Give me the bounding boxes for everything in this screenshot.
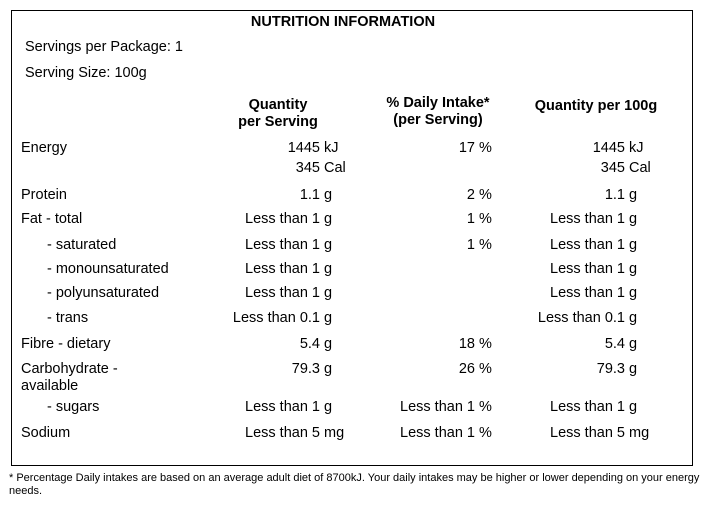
daily-intake-unit: % — [479, 399, 492, 415]
daily-intake-value: 18 — [458, 336, 475, 352]
quantity-per-serving-unit: g — [324, 187, 333, 203]
nutrient-label: - monounsaturated — [47, 261, 169, 277]
quantity-per-serving-unit: kJ — [324, 140, 339, 156]
quantity-per-serving: Less than 0.1 — [232, 310, 320, 326]
daily-intake-value: Less than 1 — [400, 425, 475, 441]
nutrient-label: Carbohydrate - available — [21, 361, 118, 394]
nutrient-row: Protein 1.1 g 2% 1.1 g — [12, 187, 692, 227]
quantity-per-serving: 1.1 — [299, 187, 320, 203]
quantity-per-serving: 5.4 — [299, 336, 320, 352]
quantity-per-100g: Less than 1 — [550, 211, 625, 227]
quantity-per-serving-unit: mg — [324, 425, 345, 441]
nutrient-label: - trans — [47, 310, 89, 326]
quantity-per-100g: Less than 1 — [550, 237, 625, 253]
quantity-per-100g: 5.4 — [604, 336, 625, 352]
quantity-per-100g-unit: g — [629, 310, 638, 326]
quantity-per-100g-unit: mg — [629, 425, 650, 441]
nutrient-label: - saturated — [47, 237, 117, 253]
quantity-per-100g-unit: g — [629, 237, 638, 253]
daily-intake-value: Less than 1 — [400, 399, 475, 415]
quantity-per-serving-unit: g — [324, 336, 333, 352]
daily-intake-unit: % — [479, 425, 492, 441]
nutrient-label: Fat - total — [21, 211, 83, 227]
quantity-per-100g: Less than 1 — [550, 285, 625, 301]
header-quantity-per-100g: Quantity per 100g — [534, 98, 658, 114]
quantity-per-100g-unit: g — [629, 187, 638, 203]
panel-title: NUTRITION INFORMATION — [250, 14, 436, 30]
daily-intake-value: 1 — [466, 211, 475, 227]
daily-intake-unit: % — [479, 361, 492, 377]
daily-intake-unit: % — [479, 140, 492, 156]
quantity-per-100g-unit: g — [629, 285, 638, 301]
nutrient-label: Fibre - dietary — [21, 336, 111, 352]
quantity-per-serving: 1445 — [287, 140, 320, 156]
quantity-per-100g: Less than 0.1 — [537, 310, 625, 326]
quantity-per-100g-unit: g — [629, 211, 638, 227]
quantity-per-100g: Less than 1 — [550, 261, 625, 277]
nutrient-row: Energy 1445 kJ 345 Cal 17% 1445 kJ 345 Cal — [12, 140, 692, 180]
daily-intake-unit: % — [479, 187, 492, 203]
nutrient-label: Sodium — [21, 425, 71, 441]
nutrient-row: Fibre - dietary 5.4 g 18% 5.4 g — [12, 336, 692, 376]
quantity-per-100g-alt-unit: Cal — [629, 160, 651, 176]
quantity-per-serving-unit: g — [324, 261, 333, 277]
quantity-per-serving-alt-unit: Cal — [324, 160, 346, 176]
daily-intake-value: 1 — [466, 237, 475, 253]
nutrient-label: Protein — [21, 187, 67, 203]
daily-intake-value: 26 — [458, 361, 475, 377]
servings-per-package: Servings per Package: 1 — [25, 39, 183, 55]
quantity-per-100g: Less than 1 — [550, 399, 625, 415]
daily-intake-value: 2 — [466, 187, 475, 203]
quantity-per-serving-unit: g — [324, 361, 333, 377]
quantity-per-100g: 1445 — [592, 140, 625, 156]
daily-intake-unit: % — [479, 211, 492, 227]
footnote: * Percentage Daily intakes are based on … — [9, 472, 700, 497]
quantity-per-100g-unit: g — [629, 261, 638, 277]
nutrient-row: Carbohydrate - available 79.3 g 26% 79.3 g — [12, 361, 692, 401]
daily-intake-value: 17 — [458, 140, 475, 156]
nutrient-label: - sugars — [47, 399, 100, 415]
quantity-per-serving: Less than 1 — [245, 261, 320, 277]
quantity-per-100g-alt: 345 — [600, 160, 625, 176]
quantity-per-100g: 1.1 — [604, 187, 625, 203]
nutrition-panel: NUTRITION INFORMATION Servings per Packa… — [11, 10, 693, 466]
quantity-per-100g-unit: g — [629, 336, 638, 352]
daily-intake-unit: % — [479, 237, 492, 253]
quantity-per-100g-unit: g — [629, 361, 638, 377]
quantity-per-100g-unit: g — [629, 399, 638, 415]
nutrient-row: - monounsaturated Less than 1 g Less than 1… — [12, 261, 692, 301]
header-daily-intake: % Daily Intake* (per Serving) — [386, 95, 490, 128]
quantity-per-serving: Less than 1 — [245, 399, 320, 415]
quantity-per-100g: Less than 5 — [550, 425, 625, 441]
nutrient-row: Sodium Less than 5 mg Less than 1% Less than… — [12, 425, 692, 465]
quantity-per-serving: Less than 5 — [245, 425, 320, 441]
nutrient-row: - trans Less than 0.1 g Less than 0.1 g — [12, 310, 692, 350]
daily-intake-unit: % — [479, 336, 492, 352]
quantity-per-serving-unit: g — [324, 237, 333, 253]
quantity-per-serving: 79.3 — [291, 361, 320, 377]
quantity-per-100g-unit: kJ — [629, 140, 644, 156]
quantity-per-serving-unit: g — [324, 310, 333, 326]
nutrient-row: - polyunsaturated Less than 1 g Less than 1… — [12, 285, 692, 325]
nutrient-row: - sugars Less than 1 g Less than 1% Less tha… — [12, 399, 692, 439]
nutrient-label: Energy — [21, 140, 67, 156]
header-quantity-per-serving: Quantity per Serving — [238, 97, 318, 130]
quantity-per-serving-alt: 345 — [295, 160, 320, 176]
quantity-per-serving: Less than 1 — [245, 211, 320, 227]
quantity-per-serving: Less than 1 — [245, 285, 320, 301]
quantity-per-serving-unit: g — [324, 285, 333, 301]
serving-size: Serving Size: 100g — [25, 65, 147, 81]
nutrient-label: - polyunsaturated — [47, 285, 160, 301]
quantity-per-serving: Less than 1 — [245, 237, 320, 253]
quantity-per-100g: 79.3 — [596, 361, 625, 377]
quantity-per-serving-unit: g — [324, 399, 333, 415]
quantity-per-serving-unit: g — [324, 211, 333, 227]
